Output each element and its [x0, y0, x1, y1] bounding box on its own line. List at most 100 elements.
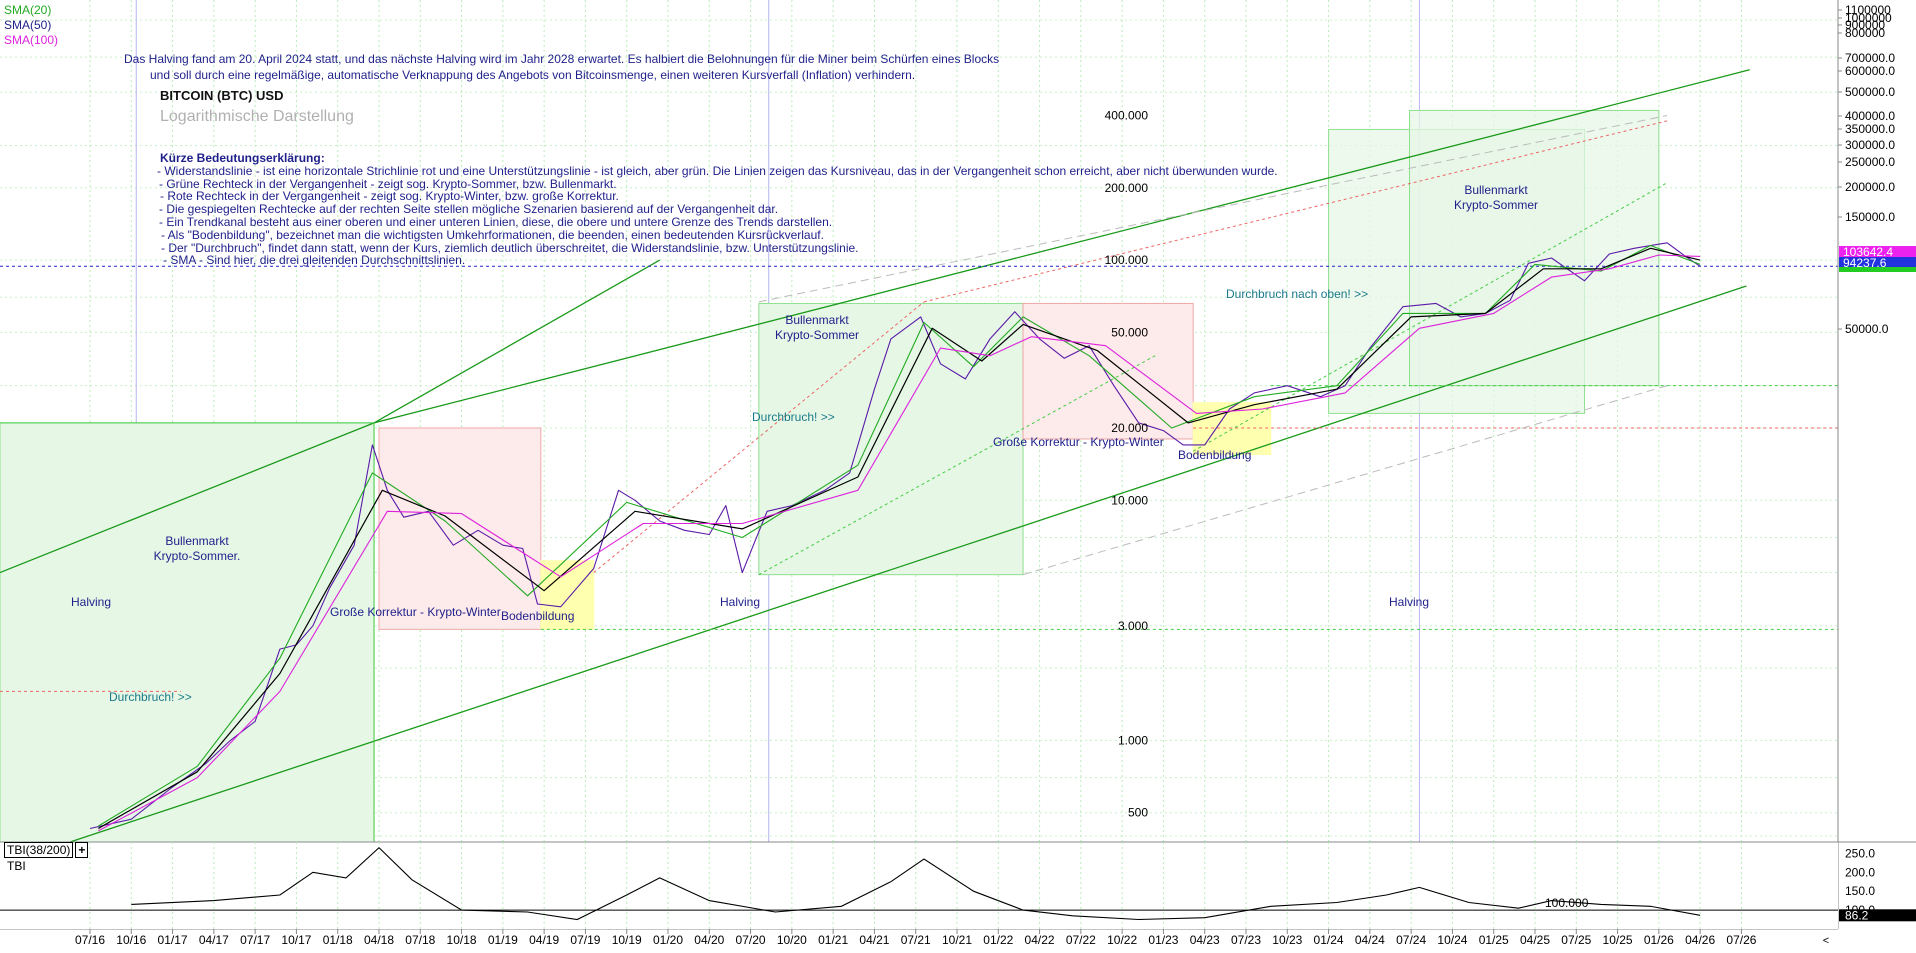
series-line-sma-100- [98, 254, 1701, 832]
x-tick-label: 01/24 [1314, 933, 1344, 947]
lower-channel-line [69, 285, 1747, 843]
x-tick-label: 01/19 [488, 933, 518, 947]
x-tick-label: 01/18 [323, 933, 353, 947]
tbi-expand-icon[interactable]: + [75, 842, 89, 858]
series-line-sma-20- [98, 244, 1701, 827]
inner-price-label: 3.000 [1118, 619, 1148, 633]
right-axis-label: 250000.0 [1845, 155, 1895, 169]
explanation-line: - Ein Trendkanal besteht aus einer obere… [159, 214, 833, 229]
inner-price-label: 50.000 [1111, 325, 1148, 339]
annotation-label: Durchbruch! >> [752, 410, 835, 424]
x-axis-bg [0, 929, 1916, 948]
annotation-label: Große Korrektur - Krypto-Winter [993, 435, 1164, 449]
tbi-title-box: TBI(38/200) [4, 842, 74, 858]
x-tick-label: 10/17 [281, 933, 311, 947]
labels-layer: 400.000 200.000 100.000 50.000 20.000 10.000 3… [71, 109, 1538, 820]
x-tick-label: 04/17 [199, 933, 229, 947]
inner-price-label: 200.000 [1105, 181, 1149, 195]
halving-info-line-2: und soll durch eine regelmäßige, automat… [150, 68, 916, 82]
x-tick-label: 04/26 [1685, 933, 1715, 947]
x-tick-label: 07/24 [1396, 933, 1426, 947]
upper-channel-line [373, 259, 661, 424]
annotation-label: Krypto-Sommer. [154, 549, 241, 563]
inner-price-label: 20.000 [1111, 421, 1148, 435]
explanation-line: - Widerstandslinie - ist eine horizontal… [157, 163, 1278, 178]
scroll-left-icon: < [1823, 935, 1829, 947]
tbi-axis-label: 150.0 [1845, 884, 1875, 898]
x-tick-label: 07/26 [1726, 933, 1756, 947]
projection-line [1192, 182, 1668, 452]
x-tick-label: 04/25 [1520, 933, 1550, 947]
x-tick-label: 07/23 [1231, 933, 1261, 947]
explanation-heading: Kürze Bedeutungserklärung: [160, 151, 325, 165]
winter-rect [378, 427, 542, 630]
x-tick-label: 01/25 [1479, 933, 1509, 947]
annotation-label: Bullenmarkt [165, 534, 229, 548]
halving-info-line-1: Das Halving fand am 20. April 2024 statt… [124, 52, 1000, 66]
inner-price-label: 10.000 [1111, 493, 1148, 507]
right-axis-label: 50000.0 [1845, 322, 1889, 336]
price-badge [1839, 267, 1916, 272]
explanation-line: - Grüne Rechteck in der Vergangenheit - … [159, 176, 617, 191]
right-axis-label: 300000.0 [1845, 138, 1895, 152]
x-tick-label: 01/22 [983, 933, 1013, 947]
x-tick-label: 10/18 [447, 933, 477, 947]
x-tick-label: 07/20 [736, 933, 766, 947]
series-line-sma-50- [98, 247, 1701, 830]
annotation-label: Bodenbildung [1178, 448, 1251, 462]
inner-price-label: 500 [1128, 806, 1148, 820]
chart-title: BITCOIN (BTC) USD [160, 88, 284, 103]
x-tick-label: 04/18 [364, 933, 394, 947]
x-tick-label: 04/20 [694, 933, 724, 947]
explanation-line: - SMA - Sind hier, die drei gleitenden D… [163, 253, 466, 268]
annotation-label: Bodenbildung [501, 609, 574, 623]
explanation-line: - Die gespiegelten Rechtecke auf der rec… [159, 202, 779, 217]
right-axis-label: 400000.0 [1845, 109, 1895, 123]
annotation-label: Krypto-Sommer [1454, 198, 1538, 212]
x-tick-label: 07/19 [570, 933, 600, 947]
x-tick-label: 07/16 [75, 933, 105, 947]
x-tick-label: 01/20 [653, 933, 683, 947]
right-axis-label: 1100000 [1845, 3, 1891, 17]
x-tick-label: 04/22 [1025, 933, 1055, 947]
right-axis-label: 800000 [1845, 26, 1885, 40]
price-badge-label: 103642.4 [1843, 245, 1893, 259]
annotation-label: Halving [720, 595, 760, 609]
tbi-axis-label: 200.0 [1845, 865, 1875, 879]
right-axis-label: 1000000 [1845, 11, 1892, 25]
x-tick-label: 07/25 [1561, 933, 1591, 947]
x-tick-label: 04/24 [1355, 933, 1385, 947]
projection-line [593, 301, 925, 573]
x-tick-label: 04/23 [1190, 933, 1220, 947]
x-tick-label: 10/23 [1272, 933, 1302, 947]
right-axis-label: 200000.0 [1845, 180, 1895, 194]
bottom-rect [540, 560, 595, 630]
inner-price-label: 400.000 [1105, 109, 1149, 123]
tbi-ylabel: TBI [7, 859, 26, 873]
projection-line [758, 115, 1668, 303]
tbi-value-badge-label: 86.2 [1845, 908, 1869, 922]
annotation-label: Bullenmarkt [1464, 183, 1528, 197]
inner-price-label: 100.000 [1105, 253, 1149, 267]
winter-rect [1022, 302, 1194, 440]
x-tick-label: 10/20 [777, 933, 807, 947]
price-badge [1839, 246, 1916, 258]
price-badge [1839, 257, 1916, 269]
projection-line [1022, 385, 1668, 576]
sma-legend: SMA(20) SMA(50) SMA(100) [4, 3, 58, 48]
explanation-line: - Als "Bodenbildung", bezeichnet man die… [161, 227, 824, 242]
bull-rect [758, 302, 1024, 576]
tbi-series-line [131, 846, 1701, 921]
x-tick-label: 10/22 [1107, 933, 1137, 947]
x-tick-label: 01/17 [158, 933, 188, 947]
x-tick-label: 10/21 [942, 933, 972, 947]
explanation-block: Kürze Bedeutungserklärung: - Widerstands… [157, 152, 1278, 267]
x-tick-label: 10/19 [612, 933, 642, 947]
tbi-reference-label: 100.000 [1545, 896, 1589, 910]
annotation-label: Halving [1389, 595, 1429, 609]
bull-rect-projection [1408, 109, 1660, 387]
legend-sma20: SMA(20) [4, 3, 52, 17]
tbi-bg [0, 842, 1838, 929]
